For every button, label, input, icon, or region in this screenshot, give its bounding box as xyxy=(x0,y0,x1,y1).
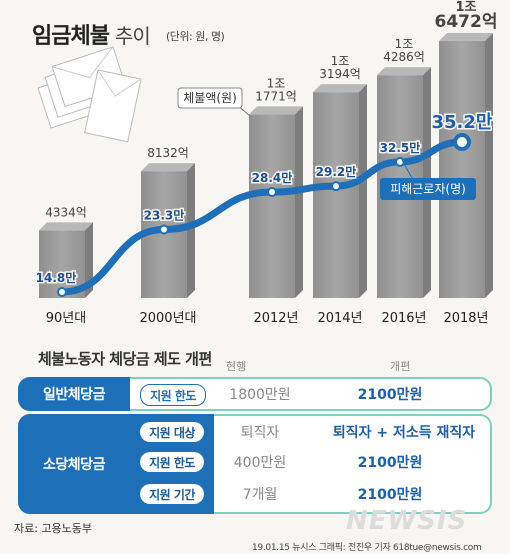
bar-side xyxy=(485,33,493,298)
line-value-label: 29.2만 xyxy=(316,164,357,179)
current-value: 400만원 xyxy=(233,455,287,471)
credit-line: 19.01.15 뉴시스 그래픽: 전진우 기자 618tue@newsis.c… xyxy=(252,543,482,553)
bar-value-label: 1771억 xyxy=(255,89,297,103)
legend-bar-callout: 체불액(원) xyxy=(177,87,251,117)
current-value: 퇴직자 xyxy=(240,425,280,441)
x-tick-label: 2016년 xyxy=(381,311,426,326)
title-main: 임금체불 xyxy=(32,24,110,49)
line-point xyxy=(331,181,341,192)
table-title: 체불노동자 체당금 제도 개편 xyxy=(38,350,212,368)
bar-top xyxy=(39,222,93,231)
row-item-label: 지원 대상 xyxy=(140,422,204,442)
bar-value-label: 1조 xyxy=(267,76,286,90)
bar-value-label: 3194억 xyxy=(319,67,361,81)
category-general: 일반체당금 xyxy=(18,377,130,411)
x-tick-label: 2014년 xyxy=(317,311,362,326)
line-series: 14.8만 23.3만 28.4만 29.2만 32.5만 35.2만 xyxy=(34,111,494,297)
current-value: 7개월 xyxy=(242,487,278,503)
line-point xyxy=(395,156,405,167)
category-special: 소당체당금 xyxy=(18,414,130,514)
x-tick-label: 2012년 xyxy=(253,311,298,326)
bar-side xyxy=(295,106,303,298)
x-tick-label: 2000년대 xyxy=(139,311,196,326)
newsis-logo: NEWSIS xyxy=(346,506,468,536)
legend-bar-label: 체불액(원) xyxy=(183,91,237,105)
row-item-label: 지원 한도 xyxy=(140,384,206,406)
bar-side xyxy=(359,84,367,298)
bar-value-label: 1조 xyxy=(455,0,476,15)
bar-front xyxy=(439,41,485,298)
bar-top xyxy=(249,106,303,115)
bar-5 xyxy=(439,33,493,298)
line-point xyxy=(159,224,169,235)
line-value-label: 28.4만 xyxy=(252,170,293,185)
bar-value-label: 1조 xyxy=(331,54,350,68)
line-value-label: 14.8만 xyxy=(36,270,77,285)
bar-top xyxy=(377,67,431,76)
line-point xyxy=(267,187,277,198)
bar-value-label: 4334억 xyxy=(45,205,87,219)
bar-top xyxy=(439,33,493,42)
bar-3 xyxy=(313,84,367,298)
x-tick-label: 90년대 xyxy=(46,311,86,326)
page-title: 임금체불 추이 xyxy=(32,18,151,50)
row-item-label: 지원 한도 xyxy=(140,452,204,472)
new-value: 2100만원 xyxy=(357,487,423,503)
bar-2 xyxy=(249,106,303,298)
new-value: 2100만원 xyxy=(357,455,423,471)
bar-side xyxy=(187,163,195,298)
source-note: 자료: 고용노동부 xyxy=(14,522,93,535)
line-point xyxy=(57,287,67,297)
column-new-header: 개편 xyxy=(390,360,411,373)
bar-front xyxy=(313,92,359,298)
new-value: 퇴직자 + 저소득 재직자 xyxy=(332,425,476,441)
envelope-front-icon xyxy=(84,69,142,143)
unit-label: (단위: 원, 명) xyxy=(166,30,225,43)
bar-value-label: 1조 xyxy=(395,37,414,51)
line-value-label: 32.5만 xyxy=(380,140,421,155)
bar-front xyxy=(249,114,295,298)
bar-value-label: 8132억 xyxy=(147,146,189,160)
line-value-label: 23.3만 xyxy=(144,208,185,223)
line-value-label: 35.2만 xyxy=(432,112,493,133)
bar-value-label: 4286억 xyxy=(383,50,425,64)
bar-top xyxy=(313,84,367,93)
current-value: 1800만원 xyxy=(229,387,291,403)
legend-line-label: 피해근로자(명) xyxy=(390,182,466,196)
line-point xyxy=(453,133,471,152)
title-sub: 추이 xyxy=(114,24,151,48)
bar-top xyxy=(141,163,195,172)
bar-value-label: 6472억 xyxy=(435,12,498,32)
legend-line-callout: 피해근로자(명) xyxy=(380,159,476,200)
x-axis-labels: 90년대 2000년대 2012년 2014년 2016년 2018년 xyxy=(46,311,489,326)
row-item-label: 지원 기간 xyxy=(140,484,204,504)
new-value: 2100만원 xyxy=(357,387,423,403)
column-current-header: 현행 xyxy=(226,360,247,373)
x-tick-label: 2018년 xyxy=(443,311,488,326)
